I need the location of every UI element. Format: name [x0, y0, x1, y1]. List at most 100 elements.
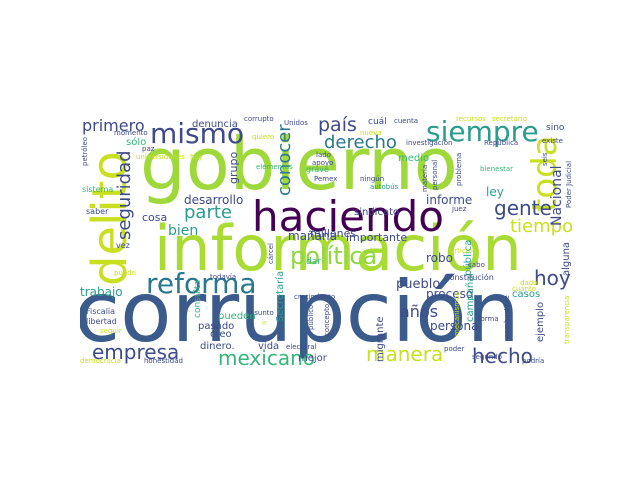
word-investigacion: investigación	[406, 139, 453, 147]
word-grupo: grupo	[227, 151, 240, 184]
word-siempre: siempre	[426, 115, 539, 148]
word-haciendo: haciendo	[252, 192, 444, 241]
word-mecanismos: mecanismos	[453, 291, 461, 336]
word-informacion: información	[154, 212, 522, 285]
word-ir: ir	[262, 319, 267, 327]
word-sindicato: sindicato	[354, 207, 400, 218]
word-gobierno: gobierno	[140, 122, 458, 206]
word-pueden: pueden	[218, 311, 256, 322]
word-paz: paz	[142, 145, 155, 153]
word-gente: gente	[494, 196, 552, 220]
word-medio: medio	[398, 153, 430, 164]
word-secretaria: Secretaría	[275, 270, 286, 322]
word-cuenta: cuenta	[394, 117, 419, 125]
word-puedo: puedo	[114, 269, 136, 277]
word-segundo: segundo	[472, 353, 502, 361]
word-democracia: democracia	[80, 357, 121, 365]
word-pasado: pasado	[198, 321, 235, 332]
word-lado: lado	[316, 151, 331, 159]
word-pais: país	[318, 114, 357, 136]
word-sino: sino	[546, 123, 565, 133]
word-robo: robo	[426, 251, 453, 265]
word-reforma: reforma	[146, 267, 257, 300]
word-honestidad: honestidad	[144, 357, 183, 365]
word-sistema: sistema	[82, 185, 114, 194]
word-secretario: secretario	[492, 115, 527, 123]
word-mexicano: mexicano	[218, 346, 315, 370]
word-casos: casos	[512, 289, 541, 300]
word-publico: público	[307, 304, 315, 330]
word-recursos: recursos	[456, 115, 486, 123]
word-pueblo: pueblo	[396, 277, 441, 292]
word-dado: dado	[520, 279, 538, 287]
word-autobus: autobús	[370, 183, 399, 191]
word-anos: años	[400, 302, 439, 321]
word-migrante: migrante	[375, 316, 386, 362]
word-cuanto: cuánto	[512, 285, 537, 293]
word-denuncia: denuncia	[192, 119, 238, 130]
word-derecho: derecho	[324, 132, 397, 153]
word-seguir: seguir	[100, 327, 122, 335]
word-fiscalia: Fiscalía	[86, 307, 116, 316]
word-parte: parte	[184, 202, 232, 223]
word-transparencia: transparencia	[563, 295, 571, 344]
word-republica: República	[484, 139, 519, 147]
word-todavia: todavía	[210, 273, 237, 281]
word-tiempo: tiempo	[510, 216, 574, 237]
word-vez: vez	[116, 241, 130, 250]
word-persona: persona	[430, 319, 479, 333]
word-hay: hay	[190, 153, 203, 161]
word-universidades: universidades	[136, 153, 185, 161]
word-conocer: conocer	[274, 124, 295, 196]
word-poder-judicial: Poder Judicial	[565, 160, 573, 208]
word-informe: informe	[426, 193, 473, 207]
word-seguridad: seguridad	[114, 150, 135, 240]
word-manera: manera	[366, 342, 444, 366]
word-publica: pública	[463, 239, 474, 276]
word-importante: importante	[346, 231, 408, 244]
word-personal: personal	[431, 159, 439, 190]
word-corrupcion: corrupción	[80, 263, 520, 361]
word-corrupto: corrupto	[244, 115, 274, 123]
word-quiero: quiero	[252, 133, 275, 141]
word-hoy: hoy	[534, 266, 571, 290]
word-concepto: concepto	[323, 303, 331, 336]
word-ejemplo: ejemplo	[535, 301, 546, 342]
word-mejor: mejor	[298, 353, 327, 364]
word-bien: bien	[168, 223, 199, 239]
word-cual: cuál	[368, 117, 387, 127]
word-electoral: electoral	[286, 343, 317, 351]
word-empresa: empresa	[92, 340, 180, 364]
word-materia: materia	[421, 164, 429, 192]
word-forma: forma	[478, 315, 499, 323]
word-cloud: corrupción gobierno información haciendo…	[80, 108, 576, 372]
word-saber: saber	[86, 207, 109, 216]
word-existe: existe	[542, 137, 563, 145]
word-solo: sólo	[126, 137, 147, 148]
word-libertad: libertad	[86, 317, 117, 326]
word-grave: grave	[306, 165, 329, 174]
word-combustible: combustible	[503, 295, 511, 338]
word-seis: seis	[541, 152, 549, 166]
word-nueva: nueva	[360, 129, 382, 137]
word-mismo: mismo	[150, 117, 245, 150]
word-trabajo: trabajo	[80, 285, 123, 299]
word-petroleo: petróleo	[81, 136, 89, 166]
word-crecimiento: crecimiento	[294, 293, 336, 301]
word-creo: creo	[210, 329, 232, 340]
word-primero: primero	[82, 116, 145, 135]
word-hecho: hecho	[472, 344, 533, 368]
word-cabo: cabo	[468, 261, 485, 269]
word-constitucion: Constitución	[444, 273, 494, 282]
word-desarrollo: desarrollo	[184, 193, 244, 207]
word-carcel: cárcel	[267, 243, 275, 264]
word-nacional: Nacional	[549, 165, 565, 226]
word-articulo: artículo	[450, 247, 477, 255]
word-problema: problema	[455, 152, 463, 186]
word-politica: política	[290, 242, 378, 270]
word-bienestar: bienestar	[480, 165, 513, 173]
word-manana: mañana	[288, 229, 337, 243]
word-juez: juez	[452, 205, 467, 213]
word-poder: poder	[444, 345, 465, 353]
word-millones: millones	[310, 227, 357, 240]
